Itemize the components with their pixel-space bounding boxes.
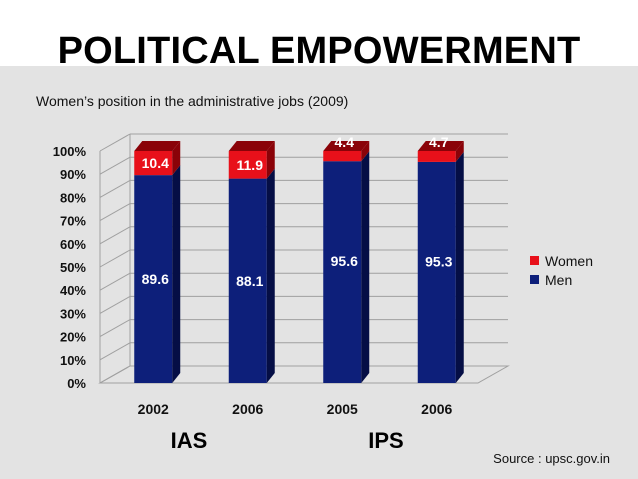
bar-women: [134, 151, 173, 176]
y-tick-label: 10%: [60, 353, 86, 368]
bar-women: [323, 151, 362, 162]
legend-swatch-men: [530, 275, 539, 284]
gridline-depth: [99, 342, 131, 361]
y-tick-label: 30%: [60, 306, 86, 321]
bar-women-top: [417, 141, 464, 151]
bar-men: [134, 175, 173, 383]
chart-subtitle: Women’s position in the administrative j…: [36, 93, 349, 109]
source-note: Source : upsc.gov.in: [493, 451, 610, 466]
y-tick-label: 70%: [60, 214, 86, 229]
data-label-women: 4.7: [429, 134, 449, 150]
data-label-men: 95.3: [425, 253, 452, 269]
bar-women-top: [323, 141, 370, 151]
gridline-depth: [99, 319, 131, 338]
bar-women-side: [455, 141, 464, 162]
bar-men: [417, 161, 456, 383]
bar-women: [228, 151, 267, 179]
bar-women-side: [266, 141, 275, 179]
gridline-depth: [99, 179, 131, 198]
bar-men-side: [455, 151, 464, 383]
y-tick-label: 50%: [60, 260, 86, 275]
legend-item-men: Men: [530, 270, 593, 289]
y-tick-label: 80%: [60, 190, 86, 205]
x-tick-label: 2005: [327, 401, 358, 417]
bar-men-side: [172, 165, 181, 383]
legend-item-women: Women: [530, 251, 593, 270]
gridline-depth: [99, 203, 131, 222]
y-tick-label: 20%: [60, 330, 86, 345]
gridline-depth: [99, 295, 131, 314]
legend-label-men: Men: [545, 271, 573, 288]
data-label-men: 88.1: [236, 273, 263, 289]
background-band: [0, 66, 638, 479]
page-title: POLITICAL EMPOWERMENT: [57, 30, 581, 72]
gridline-depth: [99, 249, 131, 268]
y-tick-label: 40%: [60, 283, 86, 298]
data-label-men: 89.6: [142, 271, 169, 287]
legend-label-women: Women: [545, 252, 593, 269]
x-tick-label: 2002: [138, 401, 169, 417]
gridline-depth: [99, 272, 131, 291]
bar-women-side: [172, 141, 181, 176]
bar-women-top: [228, 141, 275, 151]
bar-women-side: [361, 141, 370, 162]
x-tick-label: 2006: [232, 401, 263, 417]
chart-legend: Women Men: [530, 251, 593, 289]
y-tick-label: 0%: [67, 376, 86, 391]
data-label-women: 10.4: [142, 155, 169, 171]
gridline-depth: [99, 156, 131, 175]
data-label-women: 11.9: [237, 157, 264, 173]
x-tick-label: 2006: [421, 401, 452, 417]
bar-men: [228, 178, 267, 383]
gridline-depth: [99, 226, 131, 245]
y-tick-label: 100%: [53, 144, 87, 159]
bar-women: [417, 151, 456, 162]
data-label-women: 4.4: [335, 134, 355, 150]
bar-women-top: [134, 141, 181, 151]
group-label-ias: IAS: [170, 428, 208, 453]
bar-men-side: [361, 151, 370, 383]
gridline-depth: [99, 133, 131, 152]
legend-swatch-women: [530, 256, 539, 265]
y-tick-label: 90%: [60, 167, 86, 182]
bar-men-side: [266, 168, 275, 383]
gridline-depth: [99, 365, 131, 384]
y-tick-label: 60%: [60, 237, 86, 252]
data-label-men: 95.6: [331, 253, 358, 269]
bar-men: [323, 161, 362, 383]
group-label-ips: IPS: [368, 428, 404, 453]
